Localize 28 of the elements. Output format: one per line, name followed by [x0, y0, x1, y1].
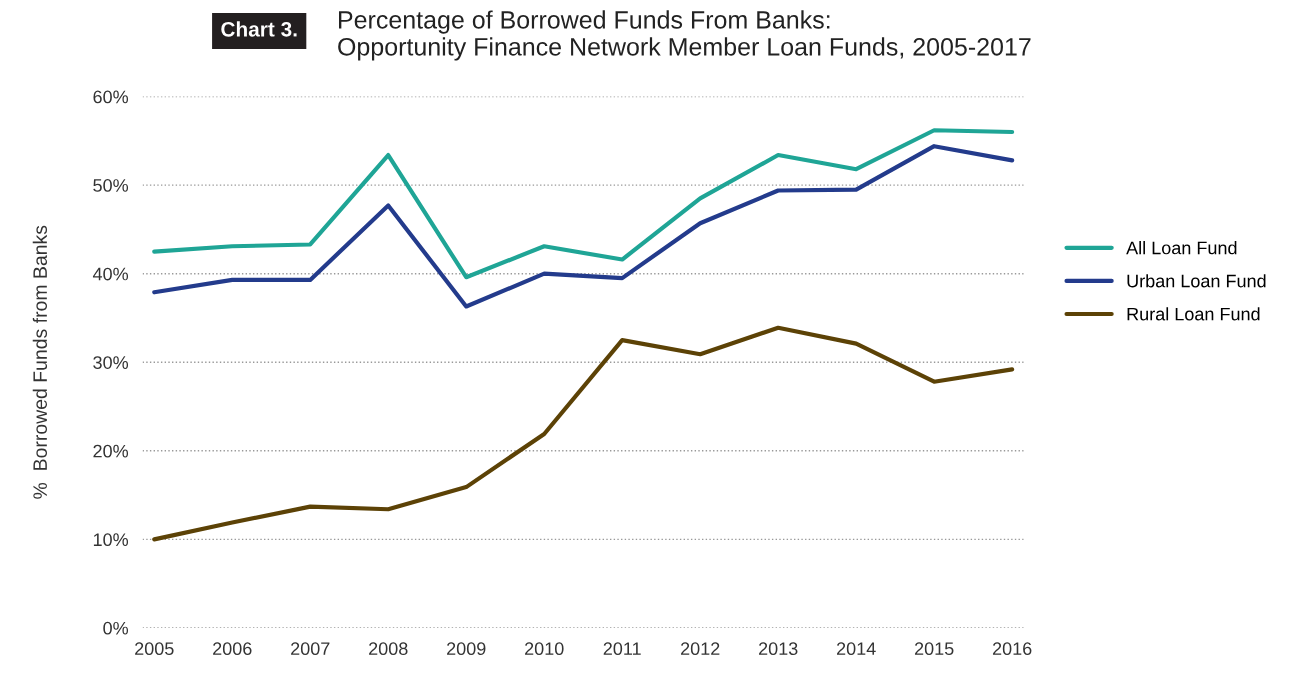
x-tick-label: 2007	[291, 642, 330, 656]
x-tick-label: 2005	[135, 642, 174, 656]
y-tick-label: 30%	[93, 356, 129, 369]
line-series	[152, 144, 1015, 309]
line-series	[152, 128, 1015, 280]
y-tick-label: 20%	[93, 444, 129, 458]
y-axis-title: % Borrowed Funds from Banks	[32, 225, 48, 499]
x-tick-label: 2008	[369, 642, 408, 656]
legend-label: Rural Loan Fund	[1127, 307, 1260, 321]
x-tick-label: 2013	[759, 642, 798, 656]
x-tick-label: 2014	[836, 642, 876, 656]
x-tick-label: 2012	[681, 642, 720, 656]
y-tick-label: 40%	[92, 267, 129, 281]
line-series	[152, 325, 1015, 542]
y-tick-label: 50%	[93, 179, 129, 192]
caption: Chart 3.	[221, 21, 297, 37]
x-tick-label: 2009	[447, 642, 486, 656]
x-tick-label: 2006	[213, 642, 252, 656]
x-tick-label: 2011	[603, 642, 641, 656]
y-tick-label: 0%	[103, 621, 129, 635]
x-tick-label: 2016	[992, 642, 1032, 656]
x-tick-label: 2015	[914, 642, 954, 656]
chart-title: Percentage of Borrowed Funds From Banks: Opportunity Finance Network Member Loan Funds, 2005-2017	[338, 10, 1031, 61]
x-tick-label: 2010	[525, 642, 564, 656]
y-tick-label: 60%	[93, 90, 129, 104]
legend-label: Urban Loan Fund	[1127, 274, 1266, 288]
y-tick-label: 10%	[93, 533, 129, 547]
legend-label: All Loan Fund	[1126, 241, 1237, 255]
